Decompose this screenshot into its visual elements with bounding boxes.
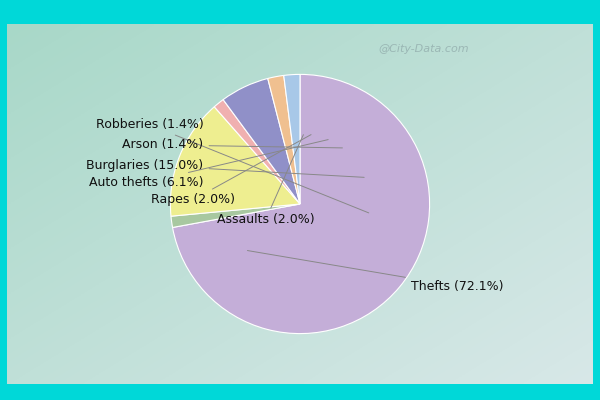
Wedge shape xyxy=(171,204,300,228)
Wedge shape xyxy=(173,74,430,334)
Wedge shape xyxy=(284,74,300,204)
Text: Thefts (72.1%): Thefts (72.1%) xyxy=(247,250,503,292)
Text: Burglaries (15.0%): Burglaries (15.0%) xyxy=(86,159,364,177)
Wedge shape xyxy=(214,100,300,204)
Text: Rapes (2.0%): Rapes (2.0%) xyxy=(151,135,311,206)
Wedge shape xyxy=(170,107,300,216)
Text: @City-Data.com: @City-Data.com xyxy=(379,44,469,54)
Text: Auto thefts (6.1%): Auto thefts (6.1%) xyxy=(89,140,328,189)
Wedge shape xyxy=(223,78,300,204)
Text: Assaults (2.0%): Assaults (2.0%) xyxy=(217,135,314,226)
Text: Arson (1.4%): Arson (1.4%) xyxy=(122,138,343,152)
Wedge shape xyxy=(268,76,300,204)
Text: Robberies (1.4%): Robberies (1.4%) xyxy=(96,118,369,213)
